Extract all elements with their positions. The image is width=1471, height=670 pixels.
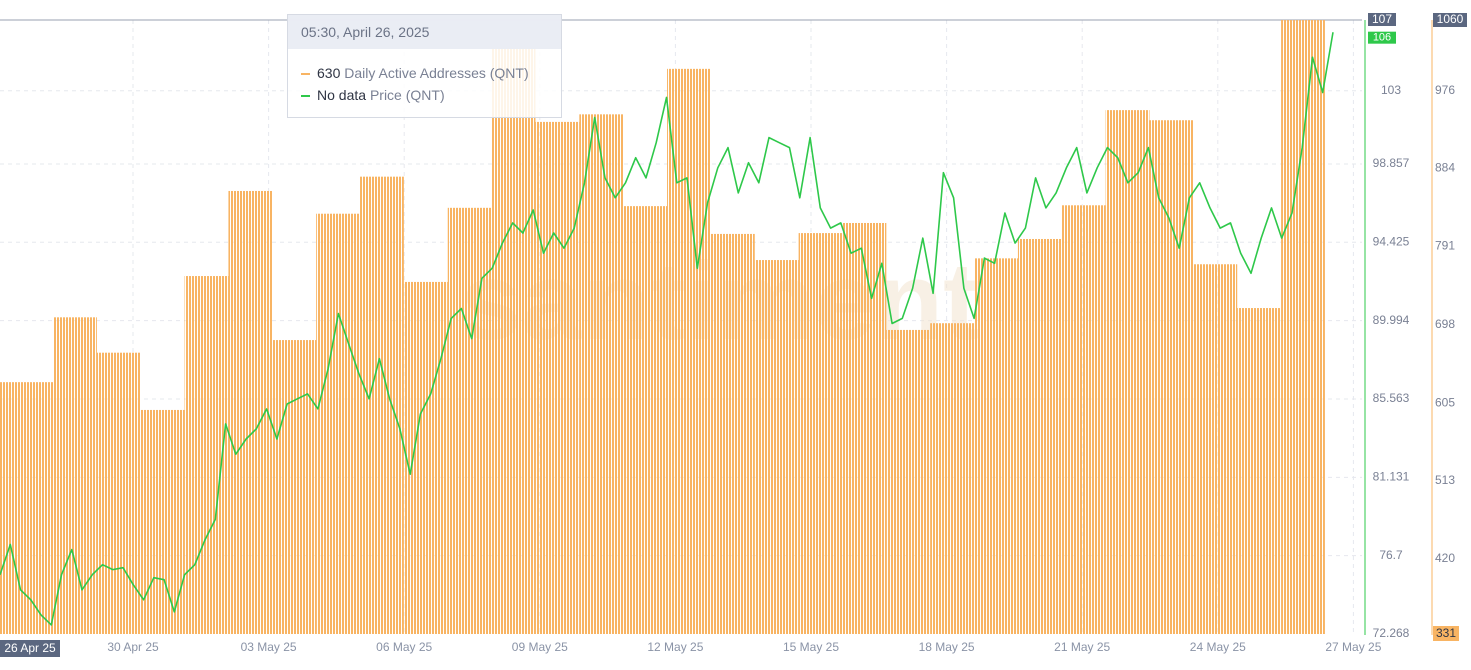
bar — [1061, 205, 1106, 634]
bar — [403, 281, 448, 634]
y2-tick-label: 420 — [1435, 551, 1455, 565]
price-line — [0, 32, 1334, 626]
bar — [1281, 20, 1325, 634]
bar — [360, 176, 404, 634]
tooltip-row: 630 Daily Active Addresses (QNT) — [288, 62, 561, 84]
x-tick-label: 27 May 25 — [1325, 640, 1381, 654]
y2-tick-label: 791 — [1435, 239, 1455, 253]
bar — [535, 121, 580, 634]
x-tick-label: 09 May 25 — [512, 640, 568, 654]
tooltip: 05:30, April 26, 2025 630 Daily Active A… — [287, 14, 562, 118]
price-marker — [1368, 31, 1396, 44]
y-tick-label: 76.7 — [1379, 548, 1403, 562]
legend-entry: Daily Active Addresses (QNT) — [344, 65, 529, 81]
bar — [579, 114, 624, 634]
bar — [623, 206, 668, 634]
bar — [1193, 264, 1238, 634]
legend-entry: Price (QNT) — [369, 87, 445, 103]
y2-tick-label: 513 — [1435, 473, 1455, 487]
bar — [272, 340, 317, 634]
bar — [491, 47, 536, 634]
y-tick-label: 94.425 — [1373, 234, 1410, 248]
y2-tick-label: 976 — [1435, 83, 1455, 97]
legend-swatch — [301, 95, 310, 98]
bar — [140, 409, 185, 634]
x-tick-label: 26 Apr 25 — [4, 641, 56, 655]
bar — [184, 276, 229, 634]
bar — [798, 233, 843, 634]
bar — [228, 190, 273, 634]
bar — [96, 352, 141, 634]
x-tick-label: 06 May 25 — [376, 640, 432, 654]
y-tick-highlight — [1368, 13, 1396, 26]
y-tick-label: 85.563 — [1373, 391, 1410, 405]
y2-tick-label: 1060 — [1437, 12, 1464, 26]
bar — [930, 323, 975, 634]
x-tick-label: 03 May 25 — [241, 640, 297, 654]
x-tick-label: 15 May 25 — [783, 640, 839, 654]
tooltip-value: 630 — [317, 65, 341, 81]
y2-tick-label: 605 — [1435, 395, 1455, 409]
legend-swatch — [301, 73, 310, 76]
y2-tick-label: 698 — [1435, 317, 1455, 331]
bar — [710, 233, 755, 635]
y2-tick-highlight — [1433, 626, 1459, 641]
tooltip-row: No data Price (QNT) — [288, 84, 561, 106]
x-tick-label: 21 May 25 — [1054, 640, 1110, 654]
tooltip-value: No data — [317, 87, 367, 103]
y-tick-label: 103 — [1381, 83, 1401, 97]
bar — [842, 222, 887, 634]
bar — [0, 382, 53, 634]
y2-tick-label: 884 — [1435, 160, 1455, 174]
tooltip-title: 05:30, April 26, 2025 — [288, 15, 561, 49]
bar — [754, 260, 799, 634]
x-tick-highlight — [0, 640, 60, 657]
y-tick-label: 107 — [1372, 12, 1392, 26]
x-tick-label: 12 May 25 — [647, 640, 703, 654]
bar — [1149, 120, 1194, 634]
y2-tick-label: 331 — [1436, 626, 1456, 640]
y2-tick-highlight — [1433, 13, 1467, 27]
bar — [447, 207, 492, 635]
x-tick-label: 24 May 25 — [1190, 640, 1246, 654]
y-tick-label: 81.131 — [1373, 469, 1410, 483]
y-tick-label: 89.994 — [1373, 313, 1410, 327]
bar — [1105, 110, 1150, 634]
bar — [316, 213, 361, 635]
x-tick-label: 30 Apr 25 — [107, 640, 159, 654]
y-tick-label: 72.268 — [1373, 626, 1410, 640]
bar — [1237, 308, 1282, 634]
bar — [886, 329, 931, 634]
bar — [1017, 238, 1062, 634]
bar — [974, 258, 1018, 634]
y-tick-label: 98.857 — [1373, 156, 1410, 170]
price-marker-label: 106 — [1373, 32, 1391, 44]
x-tick-label: 18 May 25 — [919, 640, 975, 654]
